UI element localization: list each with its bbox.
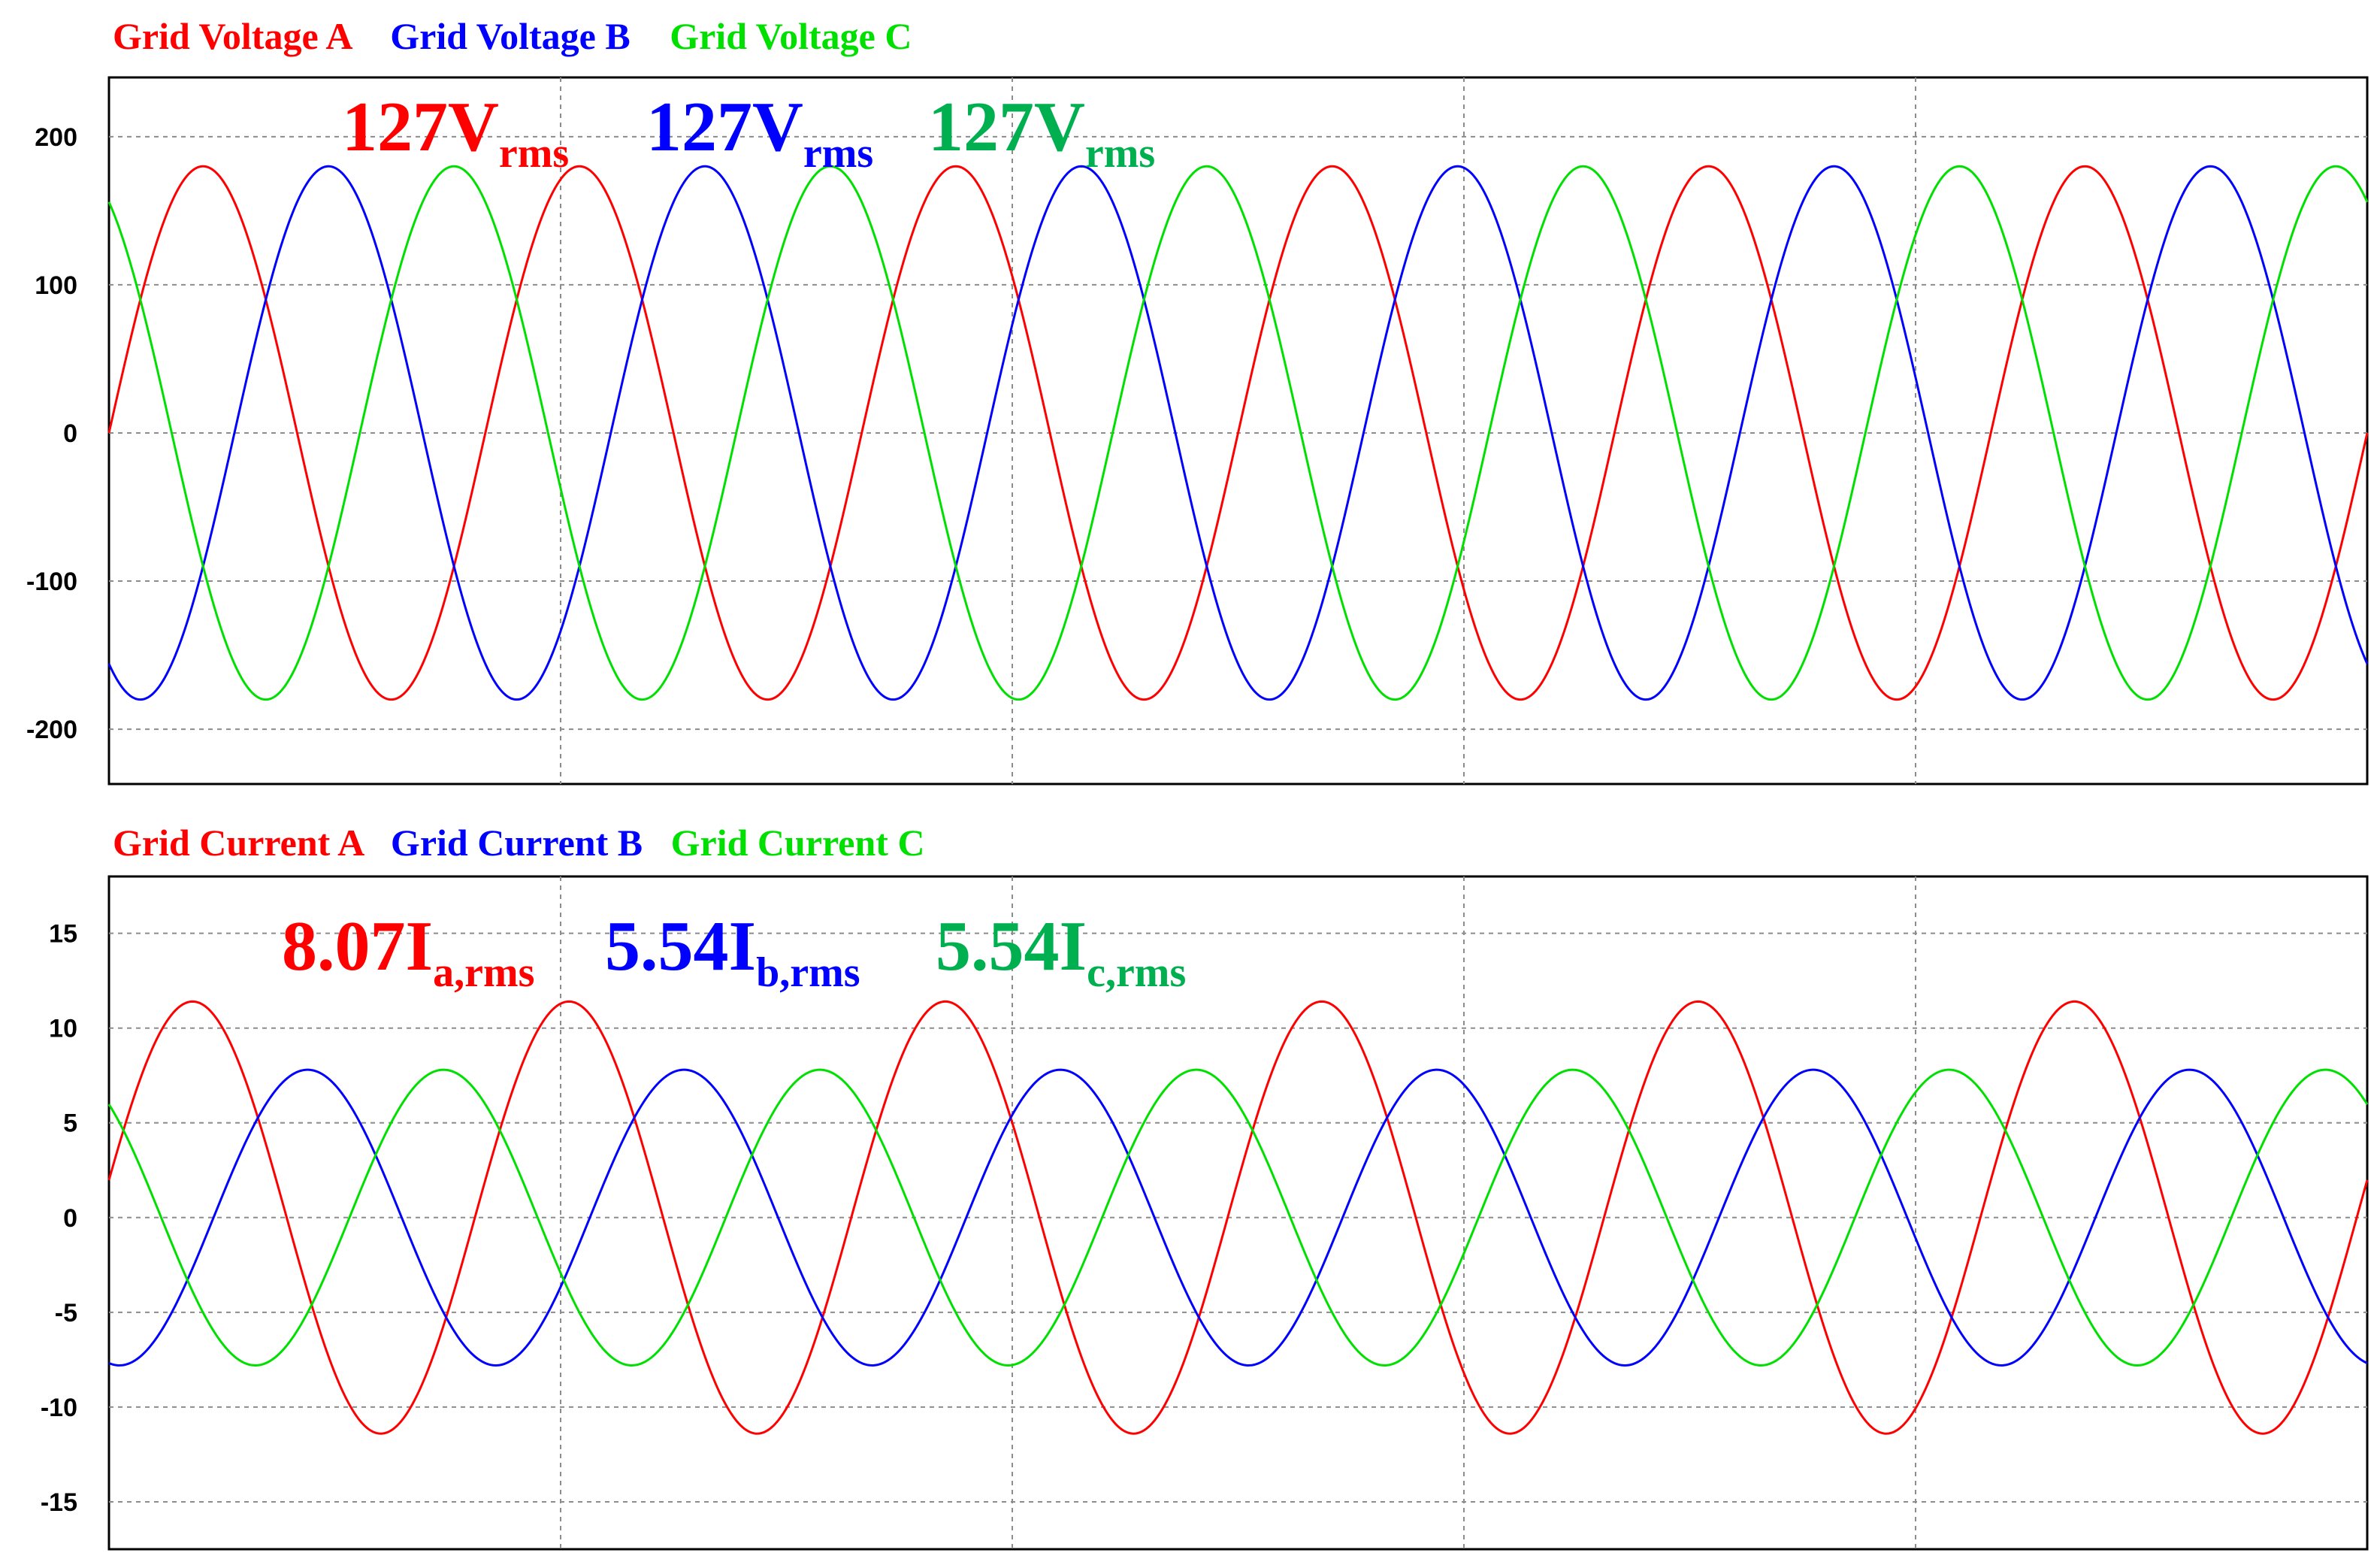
anno-voltage-c-unit: V <box>1034 88 1085 166</box>
anno-voltage-c: 127Vrms <box>928 88 1155 177</box>
voltage-y-tick-label: 100 <box>35 271 77 300</box>
current-y-tick-label: -15 <box>41 1488 77 1517</box>
anno-current-b: 5.54Ib,rms <box>605 907 860 996</box>
voltage-series <box>107 165 2369 701</box>
legend-grid-current-c: Grid Current C <box>671 822 925 864</box>
legend-grid-current-a: Grid Current A <box>113 822 364 864</box>
anno-voltage-a-unit: V <box>448 88 499 166</box>
anno-voltage-a-value: 127 <box>342 88 448 166</box>
anno-current-a-value: 8.07 <box>282 907 406 985</box>
anno-voltage-b-unit: V <box>752 88 803 166</box>
current-plot-frame <box>107 875 2369 1551</box>
current-series-b-line <box>108 1068 2368 1367</box>
current-y-tick-label: 10 <box>49 1015 77 1043</box>
anno-current-a-unit: I <box>406 907 434 985</box>
anno-voltage-a: 127Vrms <box>342 88 569 177</box>
anno-voltage-b-sub: rms <box>803 130 873 177</box>
anno-current-a-sub: a,rms <box>433 949 534 996</box>
current-y-tick-label: 15 <box>49 920 77 949</box>
current-y-ticks: 15 10 5 0 -5 -10 -15 <box>41 920 77 1517</box>
current-chart: Grid Current A Grid Current B Grid Curre… <box>41 822 2369 1551</box>
anno-current-b-unit: I <box>729 907 757 985</box>
anno-current-c-value: 5.54 <box>936 907 1060 985</box>
anno-voltage-c-value: 127 <box>928 88 1034 166</box>
voltage-y-tick-label: 200 <box>35 123 77 152</box>
svg-text:Grid Current A Grid Curr: Grid Current A Grid Current B Grid Curre… <box>113 822 925 864</box>
legend-grid-voltage-b: Grid Voltage B <box>390 15 630 57</box>
anno-current-c: 5.54Ic,rms <box>936 907 1186 996</box>
current-y-tick-label: 0 <box>63 1204 77 1233</box>
current-gridlines <box>109 876 2367 1549</box>
voltage-y-ticks: 200 100 0 -100 -200 <box>26 123 77 744</box>
anno-voltage-b: 127Vrms <box>646 88 873 177</box>
anno-voltage-c-sub: rms <box>1085 130 1155 177</box>
voltage-chart: Grid Voltage A Grid Voltage B Grid Volta… <box>26 15 2369 786</box>
current-series-c-line <box>107 1068 2369 1367</box>
current-series <box>107 1000 2369 1435</box>
current-y-tick-label: 5 <box>63 1109 77 1138</box>
voltage-series-a-line <box>107 165 2369 701</box>
anno-current-a: 8.07Ia,rms <box>282 907 534 996</box>
current-series-a-line <box>107 1000 2369 1435</box>
anno-current-c-unit: I <box>1060 907 1087 985</box>
legend-grid-current-b: Grid Current B <box>391 822 643 864</box>
voltage-series-b-line <box>107 165 2369 701</box>
voltage-y-tick-label: 0 <box>63 419 77 448</box>
anno-current-b-sub: b,rms <box>756 949 860 996</box>
anno-voltage-a-sub: rms <box>499 130 569 177</box>
voltage-y-tick-label: -100 <box>26 568 77 596</box>
anno-current-c-sub: c,rms <box>1087 949 1186 996</box>
current-y-tick-label: -5 <box>55 1299 77 1327</box>
voltage-series-c-line <box>107 165 2369 701</box>
anno-voltage-b-value: 127 <box>646 88 752 166</box>
voltage-y-tick-label: -200 <box>26 716 77 744</box>
legend-grid-voltage-a: Grid Voltage A <box>113 15 352 57</box>
anno-current-b-value: 5.54 <box>605 907 729 985</box>
svg-text:Grid Voltage A Grid Volt: Grid Voltage A Grid Voltage B Grid Volta… <box>113 15 912 57</box>
legend-grid-voltage-c: Grid Voltage C <box>670 15 912 57</box>
current-y-tick-label: -10 <box>41 1394 77 1422</box>
